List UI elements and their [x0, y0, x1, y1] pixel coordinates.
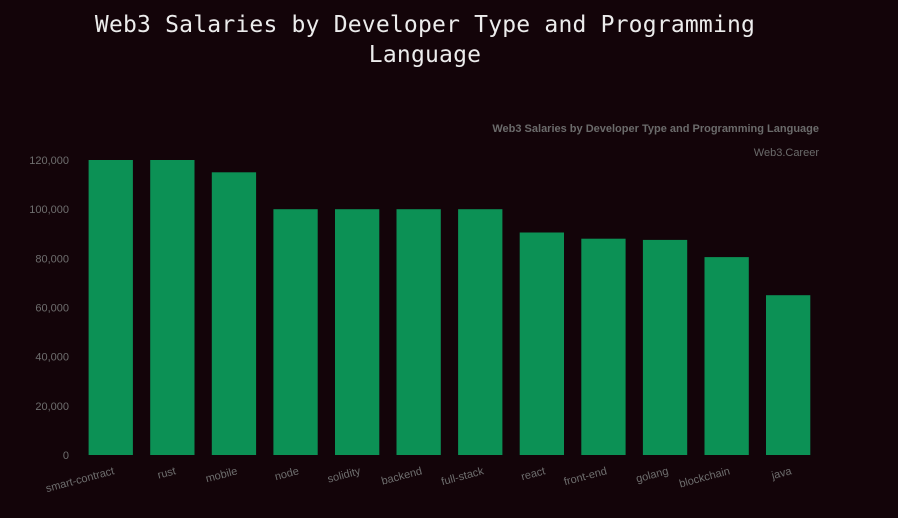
- x-tick-label: smart-contract: [45, 465, 116, 495]
- bar-front-end[interactable]: [581, 238, 626, 455]
- chart-title: Web3 Salaries by Developer Type and Prog…: [492, 123, 819, 135]
- x-tick-label: solidity: [326, 465, 362, 485]
- x-tick-label: node: [274, 465, 301, 483]
- y-tick-label: 40,000: [35, 352, 69, 364]
- bar-node[interactable]: [273, 209, 318, 455]
- y-tick-label: 0: [63, 450, 69, 462]
- x-tick-label: react: [520, 465, 547, 483]
- bar-solidity[interactable]: [335, 209, 380, 455]
- x-tick-label: java: [769, 465, 793, 482]
- page-title-line-2: Language: [368, 42, 482, 68]
- bar-mobile[interactable]: [211, 172, 257, 456]
- y-tick-label: 120,000: [29, 155, 69, 167]
- y-tick-label: 20,000: [35, 401, 69, 413]
- x-tick-label: blockchain: [678, 465, 731, 490]
- y-axis: 0 20,000 40,000 60,000 80,000 100,000 120,000: [29, 155, 69, 462]
- bar-golang[interactable]: [642, 239, 688, 455]
- bar-rust[interactable]: [150, 160, 195, 455]
- chart-subtitle: Web3.Career: [754, 147, 820, 159]
- x-tick-label: backend: [380, 465, 423, 487]
- x-tick-label: full-stack: [440, 465, 486, 488]
- page-title-line-1: Web3 Salaries by Developer Type and Prog…: [94, 12, 756, 38]
- bar-series: [88, 160, 811, 456]
- y-tick-label: 80,000: [35, 253, 69, 265]
- bar-smart-contract[interactable]: [88, 160, 133, 455]
- bar-full-stack[interactable]: [458, 209, 503, 455]
- bar-blockchain[interactable]: [704, 257, 749, 455]
- x-tick-label: rust: [156, 465, 177, 481]
- y-tick-label: 100,000: [29, 204, 69, 216]
- y-tick-label: 60,000: [35, 303, 69, 315]
- bar-java[interactable]: [766, 295, 811, 455]
- page-title: Web3 Salaries by Developer Type and Prog…: [0, 10, 850, 70]
- x-tick-label: mobile: [204, 465, 238, 485]
- x-axis: smart-contract rust mobile node solidity back…: [45, 465, 794, 495]
- x-tick-label: front-end: [563, 465, 609, 488]
- bar-react[interactable]: [519, 232, 564, 456]
- bar-backend[interactable]: [396, 209, 441, 455]
- x-tick-label: golang: [635, 465, 670, 485]
